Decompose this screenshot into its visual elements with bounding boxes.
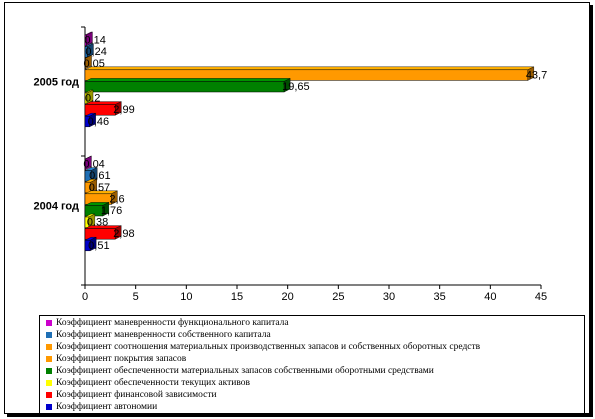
legend-label: Коэффициент обеспеченности текущих актив… <box>56 378 250 388</box>
bar-side-face <box>87 43 94 58</box>
data-label: 19,65 <box>282 81 310 93</box>
x-tick-label: 25 <box>332 291 344 303</box>
legend-swatch <box>46 356 52 362</box>
legend: Коэффициент маневренности функциональног… <box>39 315 585 414</box>
legend-label: Коэффициент покрытия запасов <box>56 354 187 364</box>
legend-swatch <box>46 320 52 326</box>
bar-side-face <box>111 190 118 205</box>
data-label: 0,14 <box>84 35 105 47</box>
legend-item: Коэффициент маневренности собственного к… <box>46 329 271 341</box>
legend-item: Коэффициент автономии <box>46 401 157 413</box>
data-label: 0,04 <box>83 159 104 171</box>
legend-item: Коэффициент обеспеченности материальных … <box>46 365 434 377</box>
data-label: 2,6 <box>109 193 124 205</box>
bar-side-face <box>90 178 97 194</box>
x-tick-label: 40 <box>484 291 496 303</box>
bar-side-face <box>114 225 122 240</box>
legend-swatch <box>46 332 52 338</box>
bar-side-face <box>90 167 98 182</box>
category-label: 2004 год <box>33 200 79 212</box>
bar-chart: 0 5 10 15 20 25 30 35 40 450,140,240,0543,719,650… <box>33 26 547 303</box>
bar-side-face <box>89 112 96 128</box>
legend-label: Коэффициент обеспеченности материальных … <box>56 366 434 376</box>
bar-side-face <box>88 213 96 228</box>
data-label: 2,98 <box>113 228 134 240</box>
x-tick-label: 35 <box>434 291 446 303</box>
bar <box>84 104 116 116</box>
bar-side-face <box>89 236 97 252</box>
bar-side-face <box>102 202 110 217</box>
legend-label: Коэффициент финансовой зависимости <box>56 390 217 400</box>
legend-swatch <box>46 404 52 410</box>
x-tick-label: 0 <box>82 291 88 303</box>
x-tick-label: 30 <box>383 291 395 303</box>
bar-side-face <box>86 89 94 104</box>
legend-item: Коэффициент обеспеченности текущих актив… <box>46 377 250 389</box>
chart-frame: 0 5 10 15 20 25 30 35 40 45 0,14 0,24 0,05 43,7 19,65 0… <box>4 2 590 414</box>
bar-side-face <box>85 54 92 70</box>
legend-item: Коэффициент финансовой зависимости <box>46 389 217 401</box>
legend-label: Коэффициент маневренности функциональног… <box>56 318 289 328</box>
legend-item: Коэффициент покрытия запасов <box>46 353 186 365</box>
legend-swatch <box>46 380 52 386</box>
data-label: 43,7 <box>526 69 547 81</box>
x-tick-label: 5 <box>133 291 139 303</box>
data-label: 0,46 <box>88 116 109 128</box>
x-tick-label: 20 <box>282 291 294 303</box>
bar <box>84 228 116 240</box>
legend-label: Коэффициент маневренности собственного к… <box>56 330 271 340</box>
bar-side-face <box>283 78 291 93</box>
bar-side-face <box>86 31 93 46</box>
bar-side-face <box>527 66 535 81</box>
legend-item: Коэффициент соотношения материальных про… <box>46 341 480 353</box>
bar-side-face <box>115 101 122 116</box>
legend-label: Коэффициент соотношения материальных про… <box>56 342 481 352</box>
legend-swatch <box>46 392 52 398</box>
legend-item: Коэффициент маневренности функциональног… <box>46 317 289 329</box>
bar-top-face <box>84 66 534 71</box>
legend-swatch <box>46 368 52 374</box>
legend-swatch <box>46 344 52 350</box>
bar-top-face <box>84 78 291 82</box>
x-tick-label: 45 <box>535 291 547 303</box>
x-tick-label: 10 <box>180 291 192 303</box>
data-label: 2,99 <box>113 104 134 116</box>
x-tick-label: 15 <box>231 291 243 303</box>
legend-label: Коэффициент автономии <box>56 402 158 412</box>
data-label: 1,76 <box>101 205 122 217</box>
bar <box>84 81 285 93</box>
category-label: 2005 год <box>33 76 79 88</box>
bar-side-face <box>85 155 92 170</box>
data-label: 0,51 <box>88 240 109 252</box>
